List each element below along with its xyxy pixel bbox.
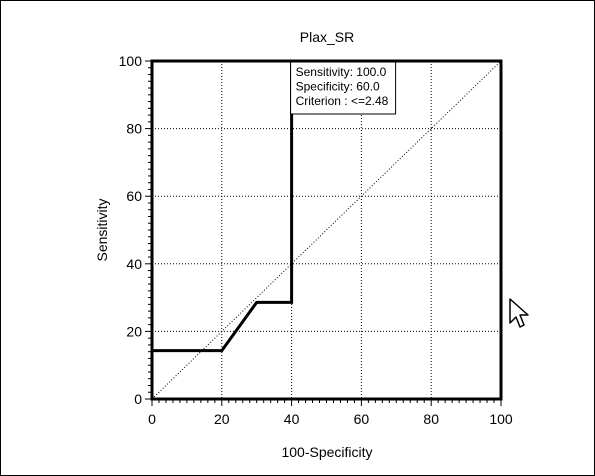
annotation-line-3: Criterion : <=2.48: [296, 94, 389, 108]
annotation-line-2: Specificity: 60.0: [296, 80, 380, 94]
chart-title: Plax_SR: [300, 29, 354, 45]
x-tick-label-80: 80: [423, 411, 439, 427]
y-tick-label-80: 80: [126, 121, 142, 137]
y-axis-label: Sensitivity: [94, 198, 110, 261]
y-tick-label-40: 40: [126, 256, 142, 272]
plot-frame: [150, 59, 503, 401]
x-tick-label-100: 100: [489, 411, 513, 427]
y-tick-label-60: 60: [126, 188, 142, 204]
x-tick-label-60: 60: [354, 411, 370, 427]
annotation-line-1: Sensitivity: 100.0: [296, 65, 387, 79]
y-tick-label-20: 20: [126, 323, 142, 339]
y-tick-label-100: 100: [119, 53, 143, 69]
x-tick-label-20: 20: [214, 411, 230, 427]
mouse-pointer-icon: [509, 298, 529, 328]
ticks-layer: 0 20 40 60 80 100 0 20 40 60 80 100: [119, 53, 513, 427]
x-tick-label-0: 0: [148, 411, 156, 427]
annotation-frame: [290, 61, 397, 115]
x-axis-label: 100-Specificity: [281, 444, 372, 460]
y-tick-label-0: 0: [134, 391, 142, 407]
x-tick-label-40: 40: [284, 411, 300, 427]
